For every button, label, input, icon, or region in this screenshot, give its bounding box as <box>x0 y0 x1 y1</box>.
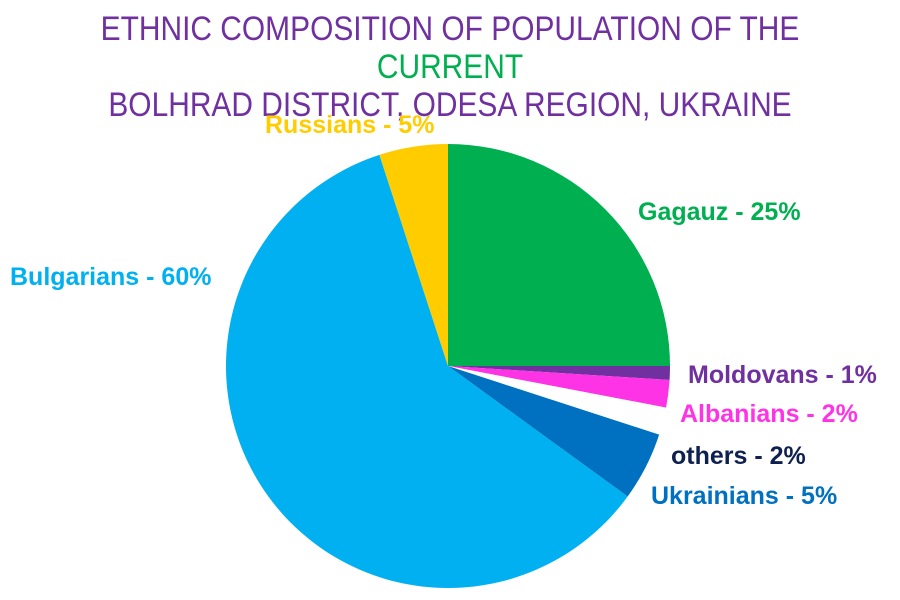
title-highlight: CURRENT <box>376 48 524 86</box>
slice-label-ukrainians: Ukrainians - 5% <box>651 482 837 510</box>
chart-title: ETHNIC COMPOSITION OF POPULATION OF THE … <box>54 10 846 124</box>
slice-label-moldovans: Moldovans - 1% <box>688 361 877 389</box>
pie-slice-russians <box>379 144 448 366</box>
pie-slice-albanians <box>448 366 670 408</box>
pie-labels: Gagauz - 25% Moldovans - 1% Albanians - 2%… <box>10 111 877 510</box>
chart-title-line-2: BOLHRAD DISTRICT, ODESA REGION, UKRAINE <box>108 86 792 124</box>
pie-slice-gagauz <box>448 144 670 366</box>
pie-slice-bulgarians <box>226 154 628 588</box>
pie-slice-others <box>448 366 667 435</box>
slice-label-bulgarians: Bulgarians - 60% <box>10 263 211 291</box>
pie-slices <box>226 144 670 588</box>
slice-label-others: others - 2% <box>671 442 806 470</box>
slice-label-albanians: Albanians - 2% <box>680 400 858 428</box>
slice-label-gagauz: Gagauz - 25% <box>638 198 801 226</box>
chart-title-line-1: ETHNIC COMPOSITION OF POPULATION OF THE … <box>54 10 846 86</box>
pie-slice-moldovans <box>448 366 670 380</box>
pie-slice-ukrainians <box>448 366 660 497</box>
title-text: ETHNIC COMPOSITION OF POPULATION OF THE <box>100 10 800 48</box>
slice-label-russians: Russians - 5% <box>265 111 435 139</box>
